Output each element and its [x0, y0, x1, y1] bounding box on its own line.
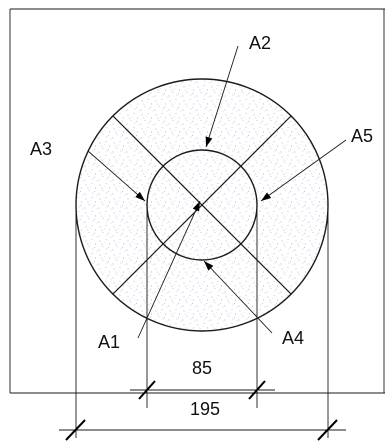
leader-a5 — [260, 139, 347, 202]
label-a1: A1 — [98, 332, 120, 352]
dimension-tick-inner-left — [138, 380, 156, 400]
leader-a3 — [87, 150, 146, 202]
label-a2: A2 — [249, 33, 271, 53]
label-a4: A4 — [282, 328, 304, 348]
dimension-tick-outer-left — [65, 419, 86, 441]
leader-a4 — [203, 260, 273, 334]
dimension-tick-inner-right — [248, 380, 266, 400]
dimension-label-outer: 195 — [190, 399, 220, 419]
label-a3: A3 — [30, 139, 52, 159]
dimension-label-inner: 85 — [192, 358, 212, 378]
leader-a1 — [137, 200, 201, 339]
dimension-tick-outer-right — [317, 419, 338, 441]
leader-a2 — [205, 45, 239, 148]
diagonal-line-2 — [112, 115, 292, 295]
label-a5: A5 — [351, 126, 373, 146]
